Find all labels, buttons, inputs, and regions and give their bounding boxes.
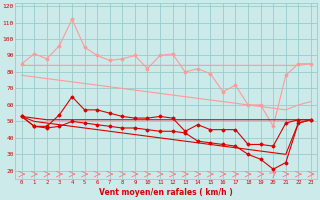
X-axis label: Vent moyen/en rafales ( km/h ): Vent moyen/en rafales ( km/h ) bbox=[100, 188, 233, 197]
